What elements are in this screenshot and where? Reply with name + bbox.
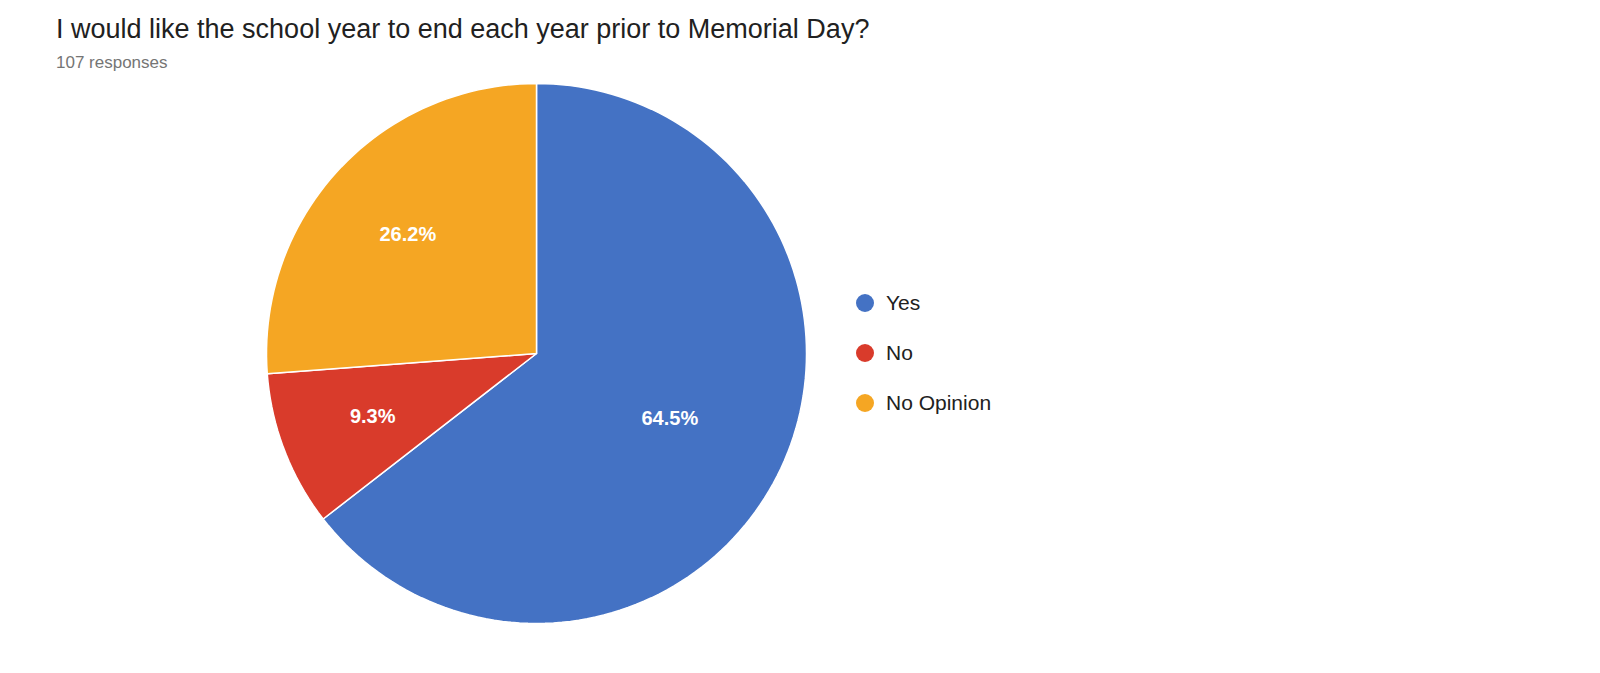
html-text:Yes: Yes bbox=[886, 291, 921, 314]
svg-text:64.5%: 64.5% bbox=[641, 407, 698, 429]
html-text:107 responses: 107 responses bbox=[56, 53, 168, 72]
html-text:I would like the school year t: I would like the school year to end each… bbox=[56, 14, 870, 44]
html-text:No: No bbox=[886, 341, 913, 364]
svg-text:26.2%: 26.2% bbox=[379, 223, 436, 245]
html-text:No Opinion: No Opinion bbox=[886, 391, 992, 414]
svg-text:9.3%: 9.3% bbox=[350, 405, 396, 427]
